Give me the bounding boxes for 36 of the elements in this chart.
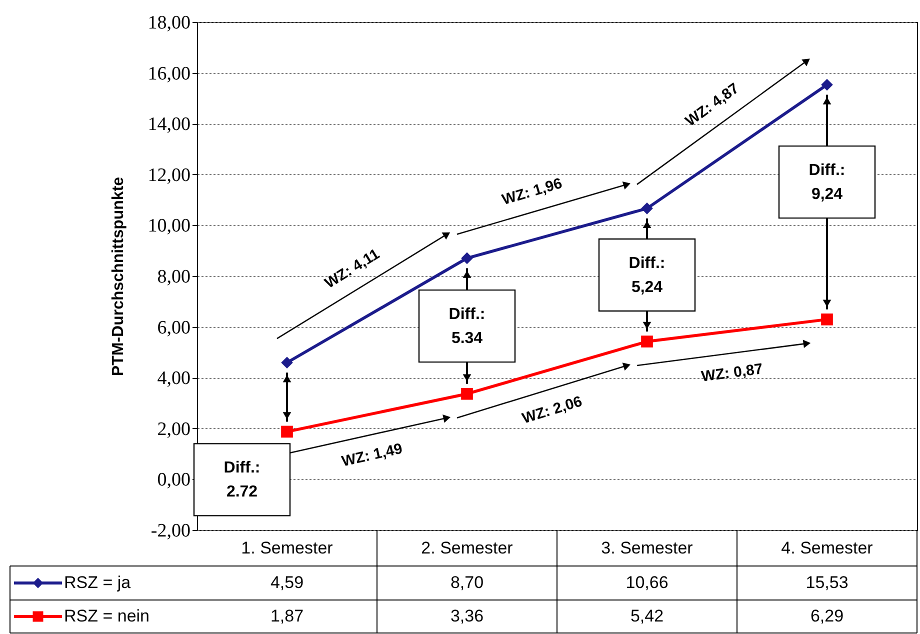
legend-label: RSZ = nein — [64, 606, 150, 626]
data-label: 8,70 — [450, 573, 484, 592]
y-tick-label: 6,00 — [157, 317, 190, 338]
annotation: WZ: 4,87 — [682, 80, 742, 130]
data-label: 5,42 — [630, 606, 664, 626]
annotation: WZ: 1,49 — [340, 440, 404, 470]
y-tick-label: 10,00 — [148, 216, 190, 237]
y-tick-label: 4,00 — [157, 368, 190, 390]
y-axis-title: PTM-Durchschnittspunkte — [110, 176, 127, 376]
y-tick-label: 12,00 — [148, 164, 190, 186]
y-tick-label: 8,00 — [157, 266, 190, 288]
annotation: WZ: 1,96 — [500, 174, 564, 209]
annotation: Diff.: 5,24 — [628, 254, 666, 296]
x-tick-label: 2. Semester — [421, 538, 514, 558]
y-tick-label: 14,00 — [148, 114, 190, 136]
y-tick-label: 0,00 — [157, 470, 190, 491]
y-tick-label: 16,00 — [148, 63, 190, 84]
y-tick-label: 2,00 — [157, 418, 190, 440]
annotation: WZ: 0,87 — [700, 360, 764, 386]
annotation: Diff.: 2.72 — [224, 460, 260, 501]
data-label: 10,66 — [626, 573, 668, 592]
data-label: 3,36 — [450, 606, 484, 626]
annotation: WZ: 4,11 — [322, 246, 383, 292]
x-tick-label: 1. Semester — [241, 538, 334, 558]
data-label: 15,53 — [806, 573, 848, 592]
annotation: Diff.: 5.34 — [448, 306, 486, 348]
data-label: 1,87 — [270, 606, 304, 626]
annotation: Diff.: 9,24 — [808, 162, 846, 204]
x-tick-label: 3. Semester — [601, 538, 694, 558]
y-tick-label: -2,00 — [150, 520, 190, 542]
data-label: 4,59 — [270, 573, 304, 592]
data-label: 6,29 — [810, 606, 844, 626]
x-tick-label: 4. Semester — [781, 538, 874, 558]
annotation: WZ: 2,06 — [520, 392, 584, 428]
legend-label: RSZ = ja — [64, 573, 132, 592]
y-tick-label: 18,00 — [148, 12, 190, 34]
